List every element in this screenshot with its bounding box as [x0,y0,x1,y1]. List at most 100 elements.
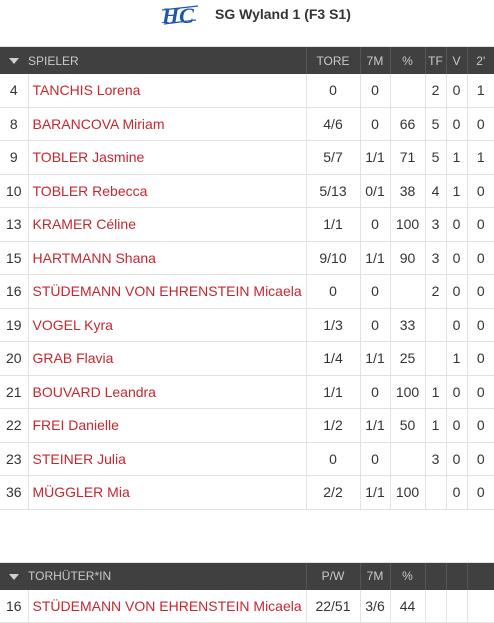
goalkeepers-header-row: TORHÜTER*IN P/W 7M % [0,563,494,590]
col-gk-pct[interactable]: % [390,563,425,590]
player-name-link[interactable]: TOBLER Jasmine [33,149,145,165]
col-7m[interactable]: 7M [360,47,390,74]
team-name: SG Wyland 1 (F3 S1) [215,6,351,22]
player-name-link[interactable]: HARTMANN Shana [33,250,156,266]
player-pct: 38 [390,174,425,208]
col-spieler[interactable]: SPIELER [28,47,306,74]
player-2min: 0 [467,208,494,242]
goalkeeper-empty-1 [425,590,446,623]
player-name-link[interactable]: MÜGGLER Mia [33,484,130,500]
col-torhueter[interactable]: TORHÜTER*IN [28,563,306,590]
player-name-link[interactable]: FREI Danielle [33,417,119,433]
player-number: 23 [0,442,28,476]
player-2min: 0 [467,476,494,510]
player-v: 1 [446,174,467,208]
player-name-cell: MÜGGLER Mia [28,476,306,510]
player-2min: 1 [467,74,494,107]
section-gap [0,510,494,563]
col-gk-empty-3 [467,563,494,590]
player-2min: 0 [467,342,494,376]
goalkeeper-empty-2 [446,590,467,623]
hc-logo-icon: HC [160,2,200,28]
player-name-link[interactable]: TOBLER Rebecca [33,183,148,199]
player-tore: 1/2 [306,409,360,443]
player-number: 13 [0,208,28,242]
player-7m: 1/1 [360,141,390,175]
player-2min: 0 [467,409,494,443]
player-name-link[interactable]: STÜDEMANN VON EHRENSTEIN Micaela [33,283,302,299]
player-tore: 5/13 [306,174,360,208]
player-tf [425,342,446,376]
player-name-cell: KRAMER Céline [28,208,306,242]
player-name-cell: STEINER Julia [28,442,306,476]
player-7m: 1/1 [360,476,390,510]
player-pct: 71 [390,141,425,175]
team-header: HC SG Wyland 1 (F3 S1) [0,0,494,30]
col-pw[interactable]: P/W [306,563,360,590]
col-v[interactable]: V [446,47,467,74]
player-name-link[interactable]: TANCHIS Lorena [33,82,141,98]
col-tore[interactable]: TORE [306,47,360,74]
col-gk-empty-2 [446,563,467,590]
player-name-link[interactable]: GRAB Flavia [33,350,114,366]
player-v: 0 [446,375,467,409]
player-tf: 3 [425,241,446,275]
col-gk-7m[interactable]: 7M [360,563,390,590]
player-number: 21 [0,375,28,409]
player-number: 8 [0,107,28,141]
player-v: 1 [446,141,467,175]
player-name-link[interactable]: BARANCOVA Miriam [33,116,165,132]
player-pct: 100 [390,208,425,242]
player-pct: 33 [390,308,425,342]
player-v: 0 [446,476,467,510]
col-gk-empty-1 [425,563,446,590]
player-tf: 2 [425,275,446,309]
player-name-link[interactable]: BOUVARD Leandra [33,384,156,400]
player-name-link[interactable]: KRAMER Céline [33,216,136,232]
player-tf: 1 [425,375,446,409]
player-tf: 3 [425,442,446,476]
goalkeeper-pct: 44 [390,590,425,623]
player-v: 1 [446,342,467,376]
player-v: 0 [446,409,467,443]
player-v: 0 [446,275,467,309]
sort-toggle[interactable] [0,47,28,74]
gk-sort-toggle[interactable] [0,563,28,590]
player-2min: 0 [467,241,494,275]
player-tf: 5 [425,141,446,175]
player-name-cell: STÜDEMANN VON EHRENSTEIN Micaela [28,275,306,309]
player-tore: 2/2 [306,476,360,510]
player-name-link[interactable]: STEINER Julia [33,451,126,467]
player-v: 0 [446,208,467,242]
player-number: 16 [0,275,28,309]
player-7m: 1/1 [360,409,390,443]
player-tore: 9/10 [306,241,360,275]
player-2min: 0 [467,442,494,476]
goalkeeper-name-cell: STÜDEMANN VON EHRENSTEIN Micaela [28,590,306,623]
player-v: 0 [446,241,467,275]
col-tf[interactable]: TF [425,47,446,74]
player-pct: 100 [390,476,425,510]
player-name-cell: GRAB Flavia [28,342,306,376]
player-name-cell: BOUVARD Leandra [28,375,306,409]
player-number: 4 [0,74,28,107]
player-name-cell: TOBLER Jasmine [28,141,306,175]
player-number: 19 [0,308,28,342]
goalkeeper-name-link[interactable]: STÜDEMANN VON EHRENSTEIN Micaela [33,598,302,614]
player-number: 10 [0,174,28,208]
player-tore: 1/1 [306,208,360,242]
player-tf [425,476,446,510]
player-name-link[interactable]: VOGEL Kyra [33,317,113,333]
player-7m: 1/1 [360,342,390,376]
player-tf: 4 [425,174,446,208]
col-pct[interactable]: % [390,47,425,74]
col-2min[interactable]: 2' [467,47,494,74]
